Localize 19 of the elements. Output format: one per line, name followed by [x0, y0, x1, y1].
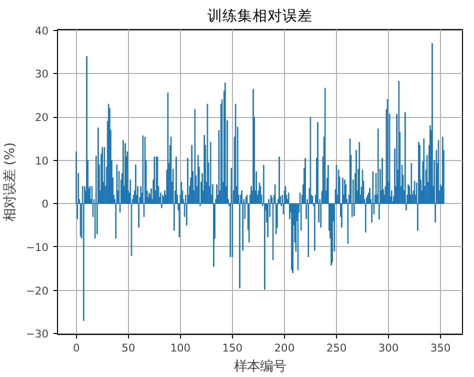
x-tick-label: 300 [378, 342, 399, 354]
x-tick-label: 150 [222, 342, 243, 354]
y-tick-label: 30 [34, 68, 49, 81]
x-tick-label: 100 [170, 342, 191, 354]
y-axis-title: 相对误差 (%) [3, 142, 18, 222]
chart-title: 训练集相对误差 [208, 8, 312, 24]
x-tick-label: 50 [122, 342, 136, 354]
y-tick-label: −10 [26, 240, 49, 254]
x-tick-label: 250 [326, 342, 347, 354]
x-axis-title: 样本编号 [234, 360, 286, 374]
x-tick-label: 350 [430, 342, 451, 354]
y-tick-label: −30 [26, 328, 49, 341]
y-tick-label: 40 [34, 24, 49, 38]
y-tick-label: 10 [34, 154, 49, 168]
y-tick-label: 20 [34, 111, 49, 124]
x-tick-label: 200 [274, 342, 295, 354]
y-tick-label: −20 [26, 284, 49, 298]
x-tick-label: 0 [72, 342, 80, 354]
y-tick-label: 0 [42, 198, 49, 211]
